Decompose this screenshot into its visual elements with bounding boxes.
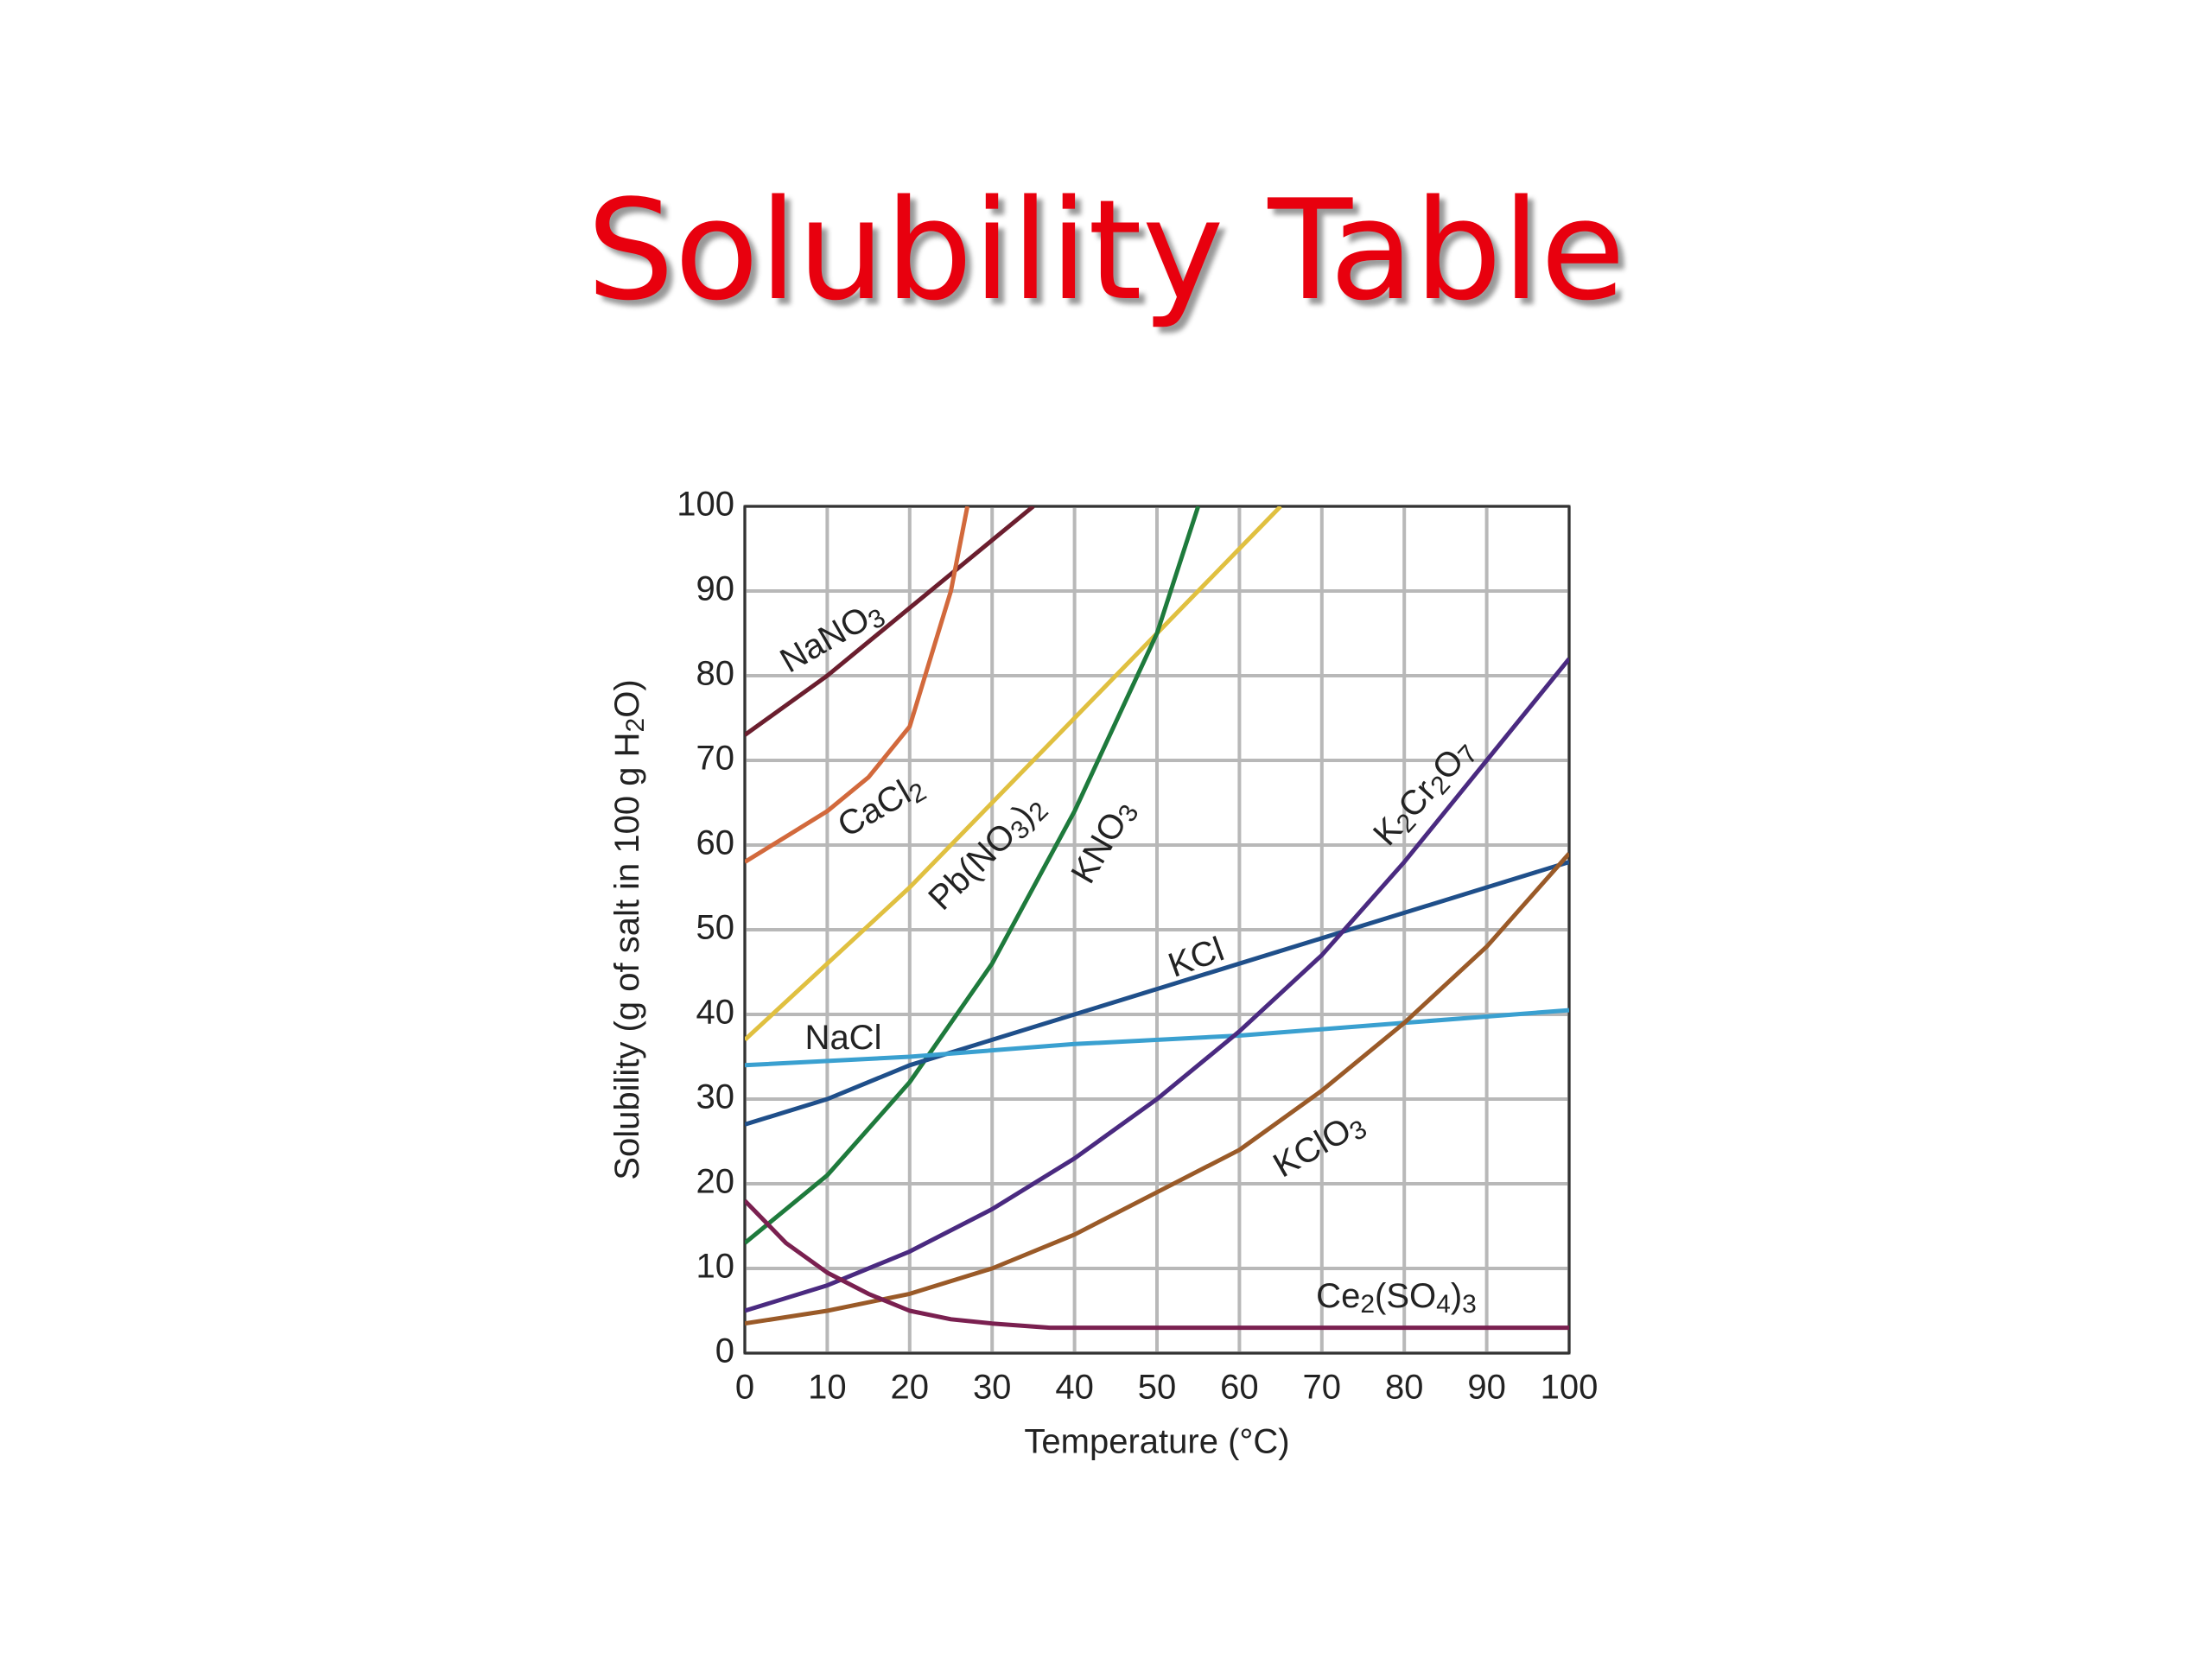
y-tick-label: 0 [715,1332,734,1370]
x-tick-label: 90 [1467,1369,1506,1407]
series-line [745,1198,1569,1331]
x-tick-label: 60 [1220,1369,1259,1407]
x-tick-label: 10 [808,1369,847,1407]
x-axis-label: Temperature (°C) [1024,1423,1289,1461]
y-axis-label: Solubility (g of salt in 100 g H2O) [608,679,650,1179]
y-tick-label: 100 [677,486,734,524]
chart-title: Solubility Table [586,169,1626,331]
series-line [745,506,970,864]
y-tick-label: 80 [696,655,735,693]
series-line [745,1007,1569,1068]
x-tick-label: 20 [891,1369,930,1407]
y-tick-label: 40 [696,994,735,1032]
x-tick-label: 50 [1138,1369,1177,1407]
y-tick-label: 10 [696,1248,735,1286]
y-tick-label: 60 [696,824,735,862]
y-tick-label: 70 [696,740,735,778]
plot-frame [743,505,1571,1355]
series-line [745,506,1282,1042]
x-tick-label: 70 [1303,1369,1342,1407]
y-tick-label: 30 [696,1078,735,1116]
series-label: NaCl [805,1019,882,1057]
series-label: Ce2(SO4)3 [1316,1277,1477,1319]
x-tick-label: 80 [1385,1369,1424,1407]
x-tick-label: 40 [1055,1369,1094,1407]
x-tick-label: 30 [973,1369,1012,1407]
series-label: KCl [1163,930,1229,984]
series-line [745,657,1569,1313]
y-tick-label: 90 [696,570,735,608]
x-tick-label: 0 [735,1369,754,1407]
x-tick-label: 100 [1541,1369,1599,1407]
y-tick-label: 50 [696,909,735,947]
series-label: CaCl2 [831,766,931,848]
series-line [745,506,1201,1245]
series-line [745,860,1569,1127]
y-tick-label: 20 [696,1163,735,1201]
series-line [745,506,1035,737]
